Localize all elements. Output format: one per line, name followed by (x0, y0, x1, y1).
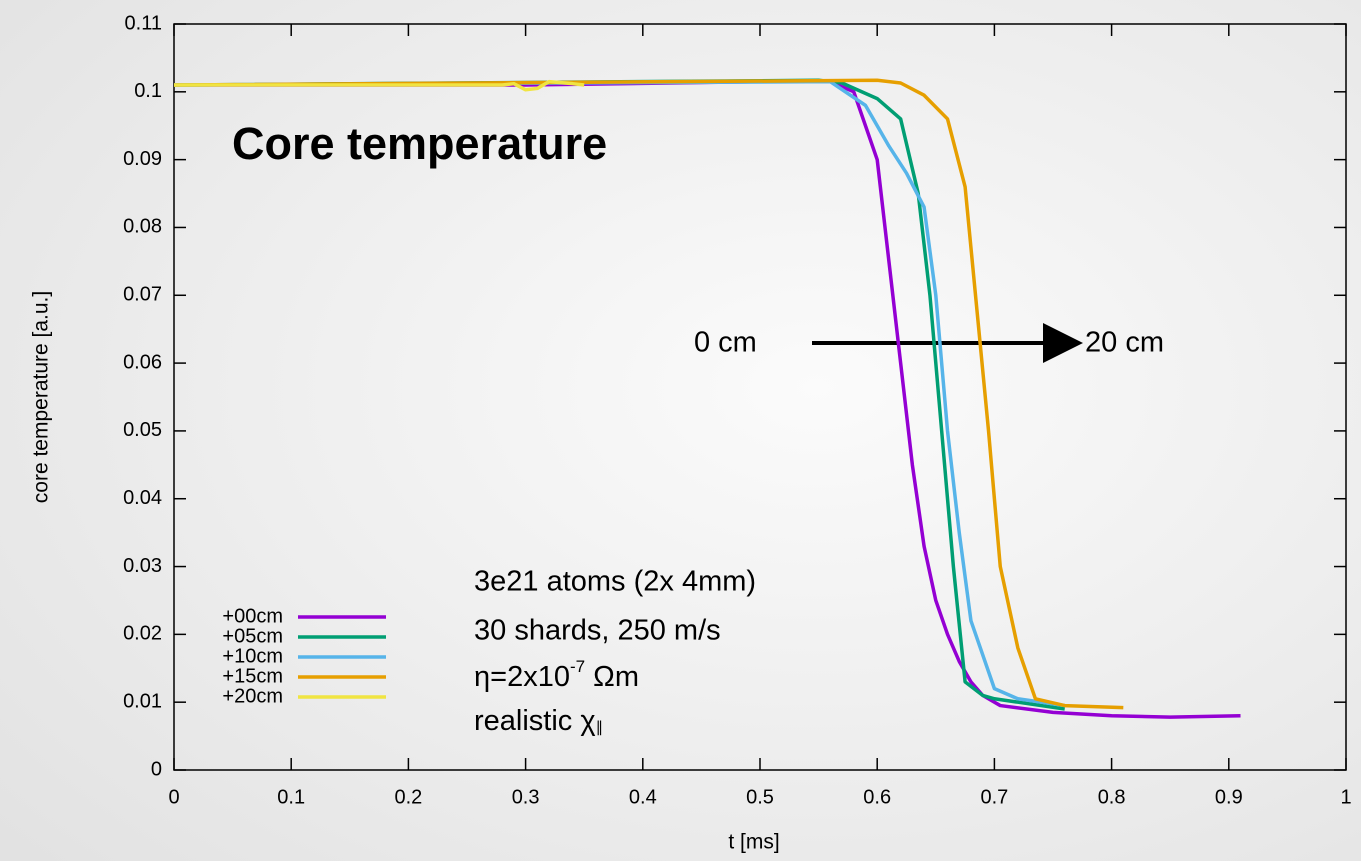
y-tick-label: 0.11 (125, 12, 162, 34)
y-axis-label: core temperature [a.u.] (30, 291, 53, 503)
annotation: 0 cm (694, 327, 757, 359)
x-tick-label: 0.9 (1215, 786, 1243, 808)
legend-label: +10cm (222, 645, 283, 667)
y-tick-label: 0.08 (123, 216, 162, 238)
legend-label: +15cm (222, 665, 283, 687)
annotation-sup: -7 (570, 657, 585, 676)
series-line (174, 79, 585, 92)
x-tick-label: 0.1 (277, 786, 305, 808)
x-tick-label: 0.6 (863, 786, 891, 808)
y-tick-label: 0.04 (123, 487, 162, 509)
y-tick-label: 0.07 (123, 284, 162, 306)
legend-label: +20cm (222, 685, 283, 707)
annotation-part: realistic χ (474, 705, 596, 737)
annotation: realistic χ∥ (474, 705, 603, 737)
y-tick-label: 0.09 (123, 148, 162, 170)
annotation-part: Ωm (585, 661, 639, 693)
y-tick-label: 0.1 (134, 80, 162, 102)
series-line (173, 79, 1065, 708)
series-line (173, 78, 1065, 711)
x-tick-label: 0.2 (394, 786, 422, 808)
legend-label: +00cm (222, 605, 283, 627)
x-tick-label: 0.3 (512, 786, 540, 808)
y-tick-label: 0.06 (123, 351, 162, 373)
annotation: 20 cm (1085, 327, 1164, 359)
y-tick-label: 0.05 (123, 419, 162, 441)
x-tick-label: 0 (168, 786, 179, 808)
annotation: 30 shards, 250 m/s (474, 615, 721, 647)
y-tick-label: 0.01 (123, 690, 162, 712)
x-tick-label: 0.5 (746, 786, 774, 808)
annotation: η=2x10-7 Ωm (474, 657, 639, 692)
annotation-part: η=2x10 (474, 661, 570, 693)
legend-label: +05cm (222, 625, 283, 647)
x-tick-label: 0.8 (1098, 786, 1126, 808)
x-tick-label: 1 (1340, 786, 1351, 808)
chart-title: Core temperature (232, 118, 607, 169)
annotation-sub: ∥ (596, 719, 604, 736)
y-tick-label: 0.02 (123, 623, 162, 645)
annotation: 3e21 atoms (2x 4mm) (474, 566, 756, 598)
x-tick-label: 0.7 (980, 786, 1008, 808)
x-tick-label: 0.4 (629, 786, 657, 808)
series-line (173, 78, 1124, 710)
y-tick-label: 0.03 (123, 555, 162, 577)
x-axis-label: t [ms] (728, 831, 779, 854)
y-tick-label: 0 (151, 758, 162, 780)
